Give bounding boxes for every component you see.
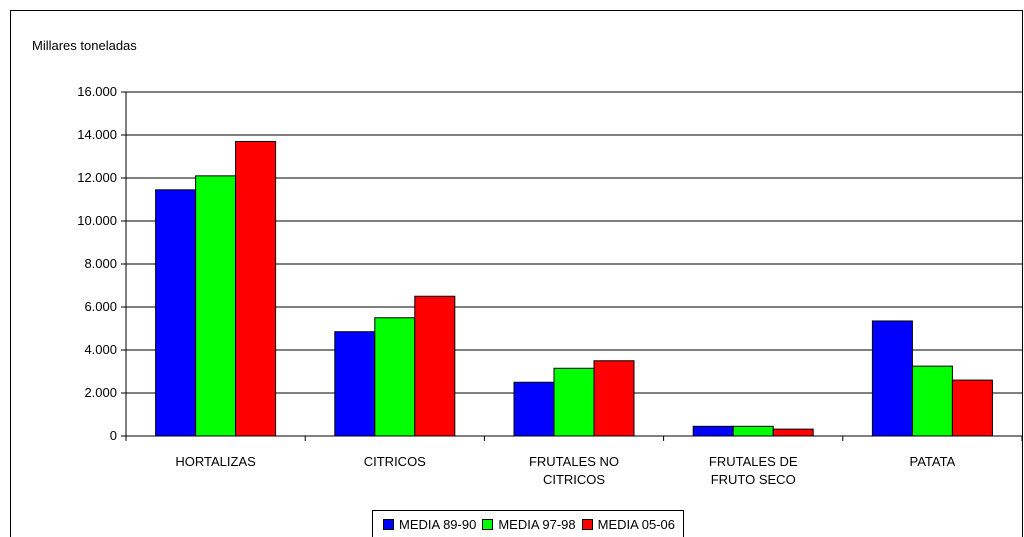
bar-2-4	[732, 425, 774, 437]
legend-label-series-3: MEDIA 05-06	[597, 516, 675, 532]
legend-item-series-3: MEDIA 05-06	[581, 516, 675, 532]
bar-2-1	[195, 175, 237, 437]
legend-label-series-2: MEDIA 97-98	[498, 516, 576, 532]
y-tick-label: 6.000	[84, 299, 117, 314]
x-category-label: FRUTO SECO	[711, 472, 796, 487]
x-category-label: FRUTALES DE	[709, 454, 798, 469]
bar-1-5	[871, 320, 913, 437]
bar-3-4	[772, 428, 814, 437]
legend-item-series-2: MEDIA 97-98	[482, 516, 576, 532]
bar-1-4	[692, 425, 734, 437]
y-tick-label: 16.000	[77, 84, 117, 99]
bar-1-3	[513, 381, 555, 437]
y-tick-label: 2.000	[84, 385, 117, 400]
bar-3-2	[414, 295, 456, 437]
x-category-label: HORTALIZAS	[175, 454, 256, 469]
bar-2-2	[374, 317, 416, 437]
chart-frame	[10, 10, 1023, 537]
legend-swatch-series-2	[482, 518, 494, 530]
legend-item-series-1: MEDIA 89-90	[383, 517, 476, 532]
legend-swatch-series-1	[383, 518, 394, 530]
bar-3-1	[235, 140, 277, 437]
x-category-label: FRUTALES NO	[529, 454, 619, 469]
y-tick-label: 14.000	[77, 127, 117, 142]
bar-1-2	[334, 331, 376, 437]
bar-3-3	[593, 360, 635, 437]
legend: MEDIA 89-90 MEDIA 97-98 MEDIA 05-06	[372, 510, 684, 537]
x-category-label: PATATA	[910, 454, 956, 469]
y-tick-label: 12.000	[77, 170, 117, 185]
bar-1-1	[155, 189, 197, 437]
y-tick-label: 0	[110, 428, 117, 443]
y-tick-label: 10.000	[77, 213, 117, 228]
x-category-label: CITRICOS	[364, 454, 426, 469]
legend-label-series-1: MEDIA 89-90	[399, 516, 477, 532]
y-tick-label: 4.000	[84, 342, 117, 357]
x-category-label: CITRICOS	[543, 472, 605, 487]
bar-2-5	[911, 365, 953, 437]
bar-2-3	[553, 367, 595, 437]
legend-swatch-series-3	[581, 518, 593, 530]
bar-3-5	[951, 379, 993, 437]
y-tick-label: 8.000	[84, 256, 117, 271]
y-axis-unit-label: Millares toneladas	[32, 38, 137, 53]
